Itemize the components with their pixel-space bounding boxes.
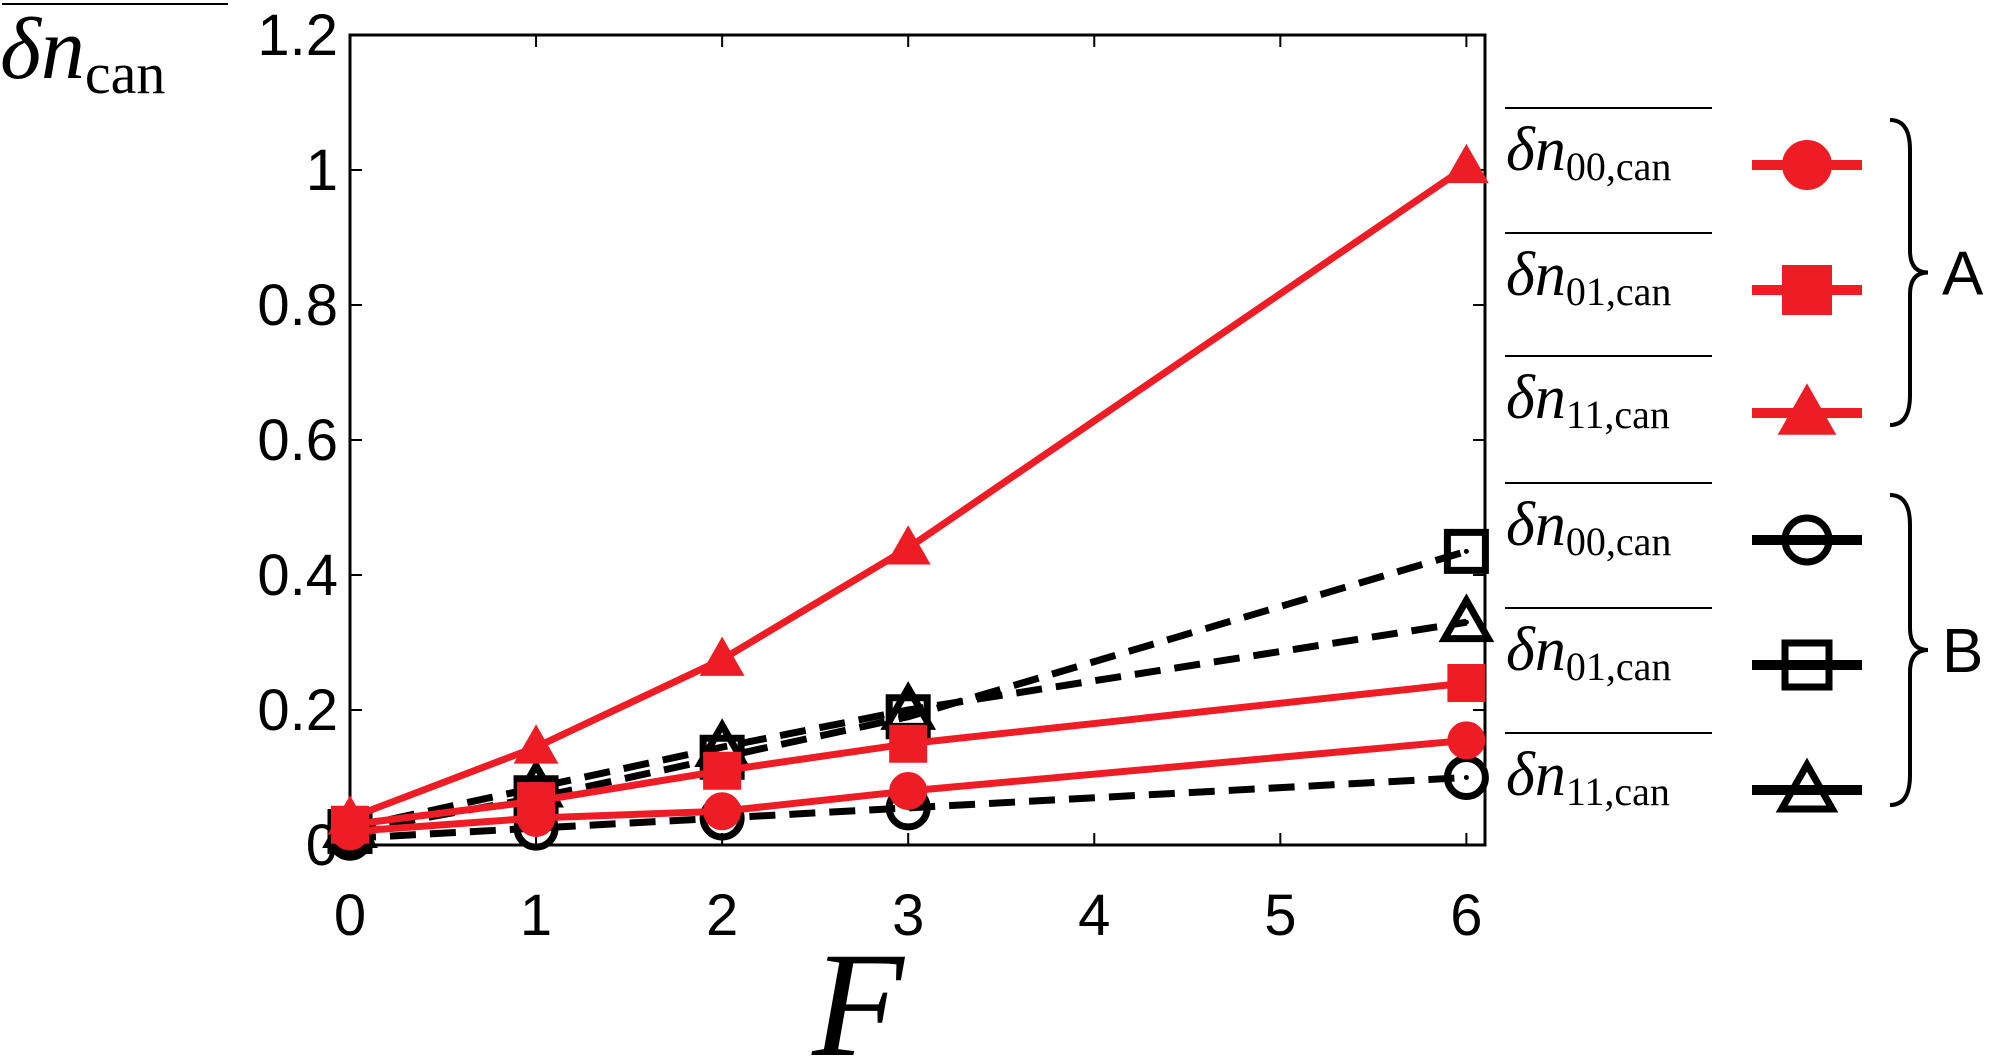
legend-entry: δn11,can xyxy=(1505,355,1862,437)
data-point-triangle xyxy=(885,525,931,565)
y-axis-label: δncan xyxy=(0,1,228,106)
marker-center-dot xyxy=(1804,662,1810,668)
legend-label-symbol: δn xyxy=(1506,241,1566,309)
marker-center-dot xyxy=(1804,537,1810,543)
legend-entry: δn11,can xyxy=(1505,732,1862,814)
x-tick-label: 4 xyxy=(1078,883,1110,948)
legend-entry: δn00,can xyxy=(1505,107,1862,190)
y-axis-label-subscript: can xyxy=(85,41,166,106)
data-point-triangle xyxy=(1443,143,1489,184)
data-point-triangle xyxy=(1438,593,1495,643)
svg-text:δncan: δncan xyxy=(0,1,165,106)
data-point-square xyxy=(703,751,742,790)
legend-marker-triangle xyxy=(1775,757,1839,813)
legend-label-subscript: 11,can xyxy=(1566,769,1670,814)
data-point-triangle xyxy=(513,724,559,764)
legend-label: δn01,can xyxy=(1506,616,1671,689)
y-tick-label: 0.2 xyxy=(257,678,338,743)
legend-label-subscript: 01,can xyxy=(1566,269,1672,314)
y-tick-label: 1.2 xyxy=(257,3,338,68)
legend-entry: δn00,can xyxy=(1505,482,1862,566)
group-brace-A xyxy=(1889,118,1929,427)
legend-marker-circle xyxy=(1781,514,1833,566)
x-tick-label: 6 xyxy=(1450,883,1482,948)
data-point-square xyxy=(889,724,928,763)
marker-center-dot xyxy=(1463,548,1469,554)
x-tick-label: 3 xyxy=(892,883,924,948)
legend-label: δn00,can xyxy=(1506,116,1671,189)
legend-marker-square xyxy=(1782,265,1832,315)
legend-label-subscript: 00,can xyxy=(1566,519,1672,564)
legend-marker-circle xyxy=(1782,140,1832,190)
legend-entry: δn01,can xyxy=(1505,232,1862,315)
legend-label-symbol: δn xyxy=(1506,741,1566,809)
data-point-triangle xyxy=(699,636,745,676)
marker-center-dot xyxy=(1463,775,1469,780)
data-point-triangle xyxy=(327,795,373,835)
legend-label: δn00,can xyxy=(1506,491,1671,564)
group-brace-B xyxy=(1889,493,1929,807)
x-tick-label: 5 xyxy=(1264,883,1296,948)
marker-center-dot xyxy=(905,707,911,713)
data-point-square xyxy=(1447,664,1486,702)
x-axis-ticks: 0 1 2 3 4 5 6 xyxy=(334,35,1483,948)
legend-label-symbol: δn xyxy=(1506,491,1566,559)
legend: δn00,canδn01,canδn11,canδn00,canδn01,can… xyxy=(1505,107,1984,814)
legend-label-subscript: 00,can xyxy=(1566,144,1672,189)
x-tick-label: 2 xyxy=(706,883,738,948)
legend-label: δn11,can xyxy=(1506,364,1670,437)
y-tick-label: 1 xyxy=(306,138,338,203)
data-point-circle xyxy=(889,772,928,810)
y-tick-label: 0.8 xyxy=(257,273,338,338)
legend-label-subscript: 11,can xyxy=(1566,392,1670,437)
marker-center-dot xyxy=(719,744,725,750)
y-axis-label-symbol: δn xyxy=(0,1,85,98)
data-point-square xyxy=(517,782,556,821)
series-A-11-can xyxy=(327,143,1489,835)
legend-entry: δn01,can xyxy=(1505,607,1862,691)
legend-label-symbol: δn xyxy=(1506,364,1566,432)
group-label-B: B xyxy=(1942,617,1983,686)
legend-label: δn11,can xyxy=(1506,741,1670,814)
data-point-square xyxy=(1443,528,1489,574)
legend-marker-square xyxy=(1781,639,1833,691)
series-layer xyxy=(322,143,1495,861)
y-tick-label: 0.6 xyxy=(257,408,338,473)
x-axis-label: F xyxy=(811,922,905,1063)
x-tick-label: 1 xyxy=(520,883,552,948)
legend-label: δn01,can xyxy=(1506,241,1671,314)
legend-label-subscript: 01,can xyxy=(1566,644,1672,689)
group-label-A: A xyxy=(1942,240,1984,309)
series-A-01-can xyxy=(331,664,1486,844)
legend-label-symbol: δn xyxy=(1506,116,1566,184)
y-tick-label: 0.4 xyxy=(257,543,338,608)
marker-center-dot xyxy=(905,714,911,720)
data-point-circle xyxy=(703,792,742,831)
marker-center-dot xyxy=(1804,787,1810,793)
data-point-circle xyxy=(1447,721,1486,760)
legend-marker-triangle xyxy=(1777,383,1837,435)
legend-label-symbol: δn xyxy=(1506,616,1566,684)
x-tick-label: 0 xyxy=(334,883,366,948)
marker-center-dot xyxy=(1463,619,1469,625)
